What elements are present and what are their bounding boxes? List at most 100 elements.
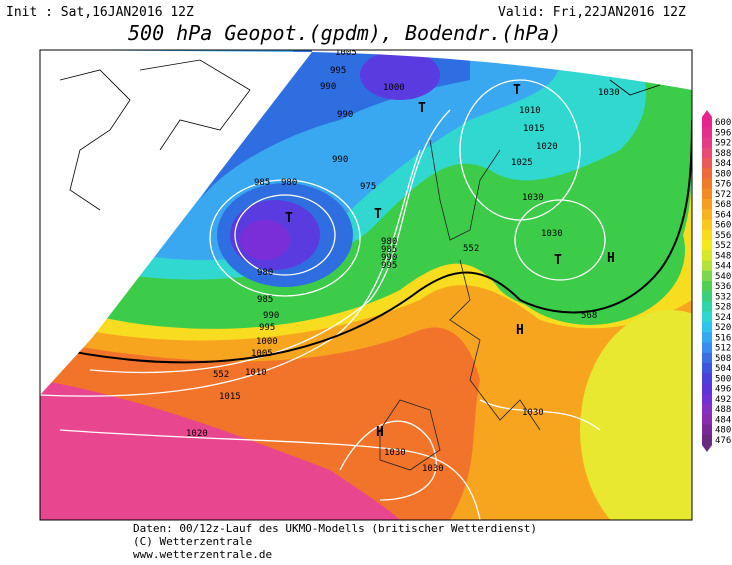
isobar-label: 1010	[519, 106, 541, 116]
colorbar-swatch	[702, 178, 712, 190]
isobar-label: 990	[320, 82, 336, 92]
colorbar-swatch	[702, 332, 712, 343]
colorbar-swatch	[702, 250, 712, 261]
pressure-center: T	[374, 207, 382, 222]
colorbar-label: 520	[715, 323, 731, 333]
colorbar-label: 476	[715, 436, 731, 446]
map-frame	[39, 49, 693, 521]
isobar-label: 1030	[522, 193, 544, 203]
isobar-label: 985	[257, 295, 273, 305]
colorbar-label: 536	[715, 282, 731, 292]
colorbar-label: 568	[715, 200, 731, 210]
colorbar-swatch	[702, 393, 712, 405]
colorbar-swatch	[702, 322, 712, 333]
colorbar-swatch	[702, 311, 712, 323]
isobar-label: 552	[213, 370, 229, 380]
isobar-label: 552	[463, 244, 479, 254]
colorbar-swatch	[702, 301, 712, 313]
colorbar-swatch	[702, 414, 712, 425]
colorbar-label: 564	[715, 210, 731, 220]
pressure-center: H	[516, 323, 524, 338]
colorbar-swatch	[702, 363, 712, 374]
colorbar-label: 504	[715, 364, 731, 374]
colorbar-label: 580	[715, 169, 731, 179]
colorbar-swatch	[702, 219, 712, 231]
colorbar-label: 588	[715, 149, 731, 159]
isobar-label: 980	[381, 237, 397, 247]
colorbar-label: 584	[715, 159, 731, 169]
colorbar-swatch	[702, 127, 712, 138]
colorbar-swatch	[702, 383, 712, 395]
isobar-label: 985	[254, 178, 270, 188]
colorbar-swatch	[702, 117, 712, 128]
isobar-label: 1030	[541, 229, 563, 239]
colorbar-label: 596	[715, 128, 731, 138]
isobar-label: 1015	[523, 124, 545, 134]
map-title: 500 hPa Geopot.(gpdm), Bodendr.(hPa)	[128, 21, 561, 45]
colorbar-swatch	[702, 260, 712, 272]
colorbar-swatch	[702, 281, 712, 292]
isobar-label: 985	[381, 245, 397, 255]
isobar-label: 1005	[251, 349, 273, 359]
isobar-label: 1015	[219, 392, 241, 402]
colorbar-label: 484	[715, 415, 731, 425]
isobar-label: 990	[263, 311, 279, 321]
colorbar-label: 576	[715, 180, 731, 190]
pressure-center: H	[607, 251, 615, 266]
colorbar-swatch	[702, 291, 712, 302]
colorbar-label: 556	[715, 231, 731, 241]
isobar-label: 1005	[335, 48, 357, 58]
isobar-label: 1020	[186, 429, 208, 439]
colorbar-swatch	[702, 168, 712, 179]
isobar-label: 980	[257, 268, 273, 278]
isobar-label: 1010	[245, 368, 267, 378]
colorbar-label: 528	[715, 303, 731, 313]
colorbar-label: 488	[715, 405, 731, 415]
isobar-label: 1000	[383, 83, 405, 93]
colorbar-label: 524	[715, 313, 731, 323]
isobar-label: 990	[332, 155, 348, 165]
pressure-center: T	[554, 253, 562, 268]
colorbar-swatch	[702, 199, 712, 210]
init-time: Init : Sat,16JAN2016 12Z	[6, 5, 194, 20]
colorbar-label: 492	[715, 395, 731, 405]
colorbar-label: 512	[715, 344, 731, 354]
isobar-label: 975	[360, 182, 376, 192]
colorbar-label: 548	[715, 251, 731, 261]
isobar-label: 1030	[598, 88, 620, 98]
pressure-center: T	[285, 211, 293, 226]
colorbar-swatch	[702, 424, 712, 436]
colorbar-swatch	[702, 137, 712, 149]
colorbar-swatch	[702, 209, 712, 220]
colorbar-label: 552	[715, 241, 731, 251]
isobar-label: 568	[581, 311, 597, 321]
colorbar-swatch	[702, 404, 712, 415]
isobar-label: 1020	[536, 142, 558, 152]
isobar-label: 995	[330, 66, 346, 76]
footer-line: Daten: 00/12z-Lauf des UKMO-Modells (bri…	[133, 522, 537, 535]
isobar-label: 1030	[384, 448, 406, 458]
pressure-center: T	[513, 83, 521, 98]
pressure-center: T	[418, 101, 426, 116]
colorbar-swatch	[702, 434, 712, 446]
colorbar-swatch	[702, 147, 712, 159]
colorbar-swatch	[702, 373, 712, 384]
isobar-label: 980	[281, 178, 297, 188]
colorbar-swatch	[702, 240, 712, 251]
colorbar-label: 572	[715, 190, 731, 200]
colorbar-swatch	[702, 270, 712, 282]
colorbar-swatch	[702, 229, 712, 241]
colorbar-swatch	[702, 352, 712, 364]
valid-time: Valid: Fri,22JAN2016 12Z	[498, 5, 686, 20]
isobar-label: 990	[337, 110, 353, 120]
colorbar-label: 560	[715, 221, 731, 231]
colorbar-swatch	[702, 158, 712, 169]
colorbar-label: 496	[715, 385, 731, 395]
colorbar: 6005965925885845805765725685645605565525…	[702, 110, 731, 452]
footer-line: www.wetterzentrale.de	[133, 548, 272, 561]
isobar-label: 1000	[256, 337, 278, 347]
isobar-label: 995	[259, 323, 275, 333]
colorbar-label: 480	[715, 426, 731, 436]
